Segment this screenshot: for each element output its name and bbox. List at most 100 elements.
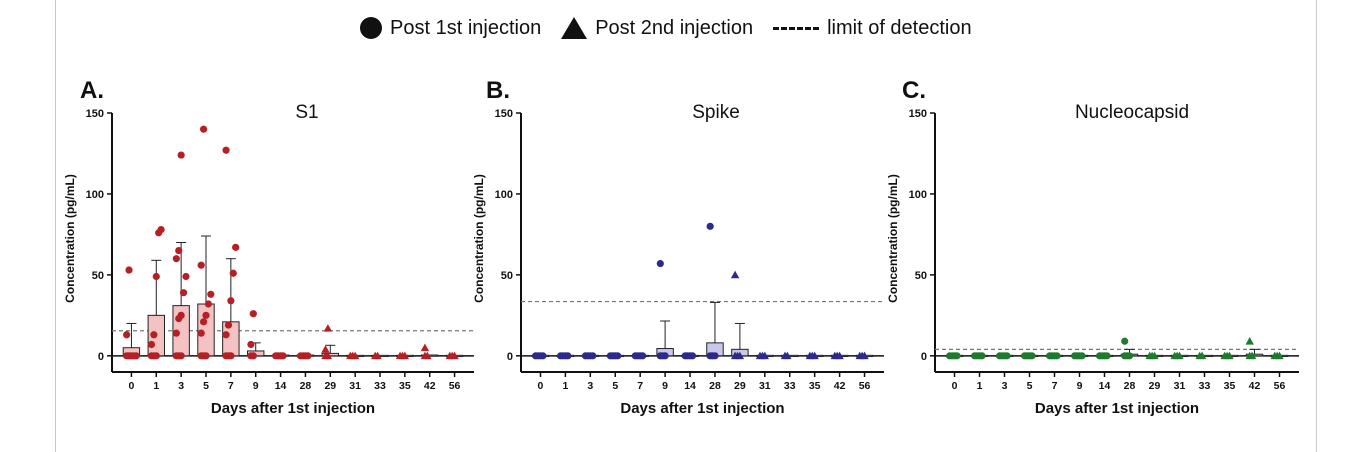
point-s1-day-3 bbox=[177, 151, 185, 159]
x-tick-label-spike-day-9: 9 bbox=[662, 380, 668, 392]
x-tick-label-s1-day-56: 56 bbox=[449, 380, 461, 392]
x-tick-label-spike-day-7: 7 bbox=[637, 380, 643, 392]
point-nucleocapsid-day-5 bbox=[1028, 352, 1036, 360]
y-tick-label-spike: 0 bbox=[507, 351, 513, 363]
point-spike-day-9 bbox=[661, 352, 669, 360]
point-s1-day-5 bbox=[197, 261, 205, 269]
point-spike-day-14 bbox=[688, 352, 697, 360]
point-spike-day-9 bbox=[656, 259, 664, 268]
y-tick-label-s1: 100 bbox=[86, 189, 104, 201]
point-spike-day-28 bbox=[706, 222, 714, 230]
chart-title-nucleocapsid: Nucleocapsid bbox=[1075, 102, 1189, 123]
x-tick-label-nucleocapsid-day-1: 1 bbox=[977, 380, 983, 392]
point-s1-day-29 bbox=[323, 351, 333, 360]
point-spike-day-0 bbox=[539, 352, 547, 360]
x-tick-label-spike-day-35: 35 bbox=[809, 380, 821, 392]
y-axis-label-s1: Concentration (pg/mL) bbox=[63, 174, 77, 303]
y-tick-label-s1: 50 bbox=[92, 270, 104, 282]
point-s1-day-5 bbox=[202, 311, 210, 319]
x-tick-label-s1-day-33: 33 bbox=[374, 380, 386, 392]
point-s1-day-9 bbox=[249, 310, 257, 318]
point-s1-day-0 bbox=[123, 331, 131, 339]
point-spike-day-29 bbox=[730, 270, 740, 279]
legend-dash-label: limit of detection bbox=[827, 16, 972, 39]
panel-label-spike: B. bbox=[486, 77, 510, 104]
point-s1-day-5 bbox=[204, 300, 212, 308]
point-s1-day-3 bbox=[172, 329, 180, 337]
point-nucleocapsid-day-31 bbox=[1175, 351, 1184, 360]
point-s1-day-5 bbox=[207, 290, 215, 298]
point-s1-day-7 bbox=[222, 331, 230, 339]
x-tick-label-nucleocapsid-day-5: 5 bbox=[1027, 380, 1033, 392]
point-s1-day-5 bbox=[200, 125, 208, 133]
point-spike-day-29 bbox=[735, 351, 745, 360]
x-tick-label-spike-day-28: 28 bbox=[709, 380, 721, 392]
x-tick-label-s1-day-42: 42 bbox=[424, 380, 436, 392]
x-tick-label-s1-day-5: 5 bbox=[203, 380, 209, 392]
y-tick-label-nucleocapsid: 0 bbox=[921, 351, 927, 363]
x-tick-label-spike-day-29: 29 bbox=[734, 380, 746, 392]
point-nucleocapsid-day-14 bbox=[1103, 352, 1111, 360]
x-tick-label-spike-day-31: 31 bbox=[759, 380, 771, 392]
legend-triangle-label: Post 2nd injection bbox=[595, 16, 754, 39]
point-nucleocapsid-day-7 bbox=[1053, 352, 1061, 360]
triangle-marker-icon bbox=[561, 17, 588, 39]
y-tick-label-spike: 100 bbox=[495, 189, 513, 201]
x-tick-label-spike-day-3: 3 bbox=[587, 380, 593, 392]
x-tick-label-s1-day-1: 1 bbox=[153, 380, 159, 392]
x-tick-label-nucleocapsid-day-56: 56 bbox=[1274, 380, 1286, 392]
legend-item-dash: limit of detection bbox=[773, 17, 972, 40]
y-axis-label-spike: Concentration (pg/mL) bbox=[472, 174, 486, 303]
point-nucleocapsid-day-28 bbox=[1125, 352, 1134, 360]
point-nucleocapsid-day-42 bbox=[1245, 337, 1254, 345]
panel-label-s1: A. bbox=[80, 77, 104, 104]
x-tick-label-s1-day-31: 31 bbox=[349, 380, 361, 392]
point-s1-day-29 bbox=[321, 345, 330, 353]
y-tick-label-s1: 150 bbox=[86, 108, 104, 120]
legend-item-circle: Post 1st injection bbox=[360, 17, 541, 40]
point-s1-day-28 bbox=[304, 352, 312, 360]
x-tick-label-s1-day-7: 7 bbox=[228, 380, 234, 392]
x-tick-label-nucleocapsid-day-3: 3 bbox=[1002, 380, 1008, 392]
x-tick-label-spike-day-33: 33 bbox=[784, 380, 796, 392]
x-axis-label-spike: Days after 1st injection bbox=[620, 400, 784, 417]
point-s1-day-0 bbox=[132, 352, 140, 360]
point-s1-day-35 bbox=[400, 351, 410, 360]
point-spike-day-35 bbox=[810, 351, 819, 360]
y-tick-label-s1: 0 bbox=[98, 351, 104, 363]
x-tick-label-s1-day-14: 14 bbox=[275, 380, 287, 392]
point-s1-day-33 bbox=[373, 351, 382, 360]
x-tick-label-s1-day-0: 0 bbox=[129, 380, 135, 392]
point-spike-day-56 bbox=[860, 351, 869, 360]
point-s1-day-5 bbox=[202, 352, 210, 360]
point-spike-day-3 bbox=[589, 352, 597, 360]
point-s1-day-7 bbox=[227, 297, 235, 305]
point-nucleocapsid-day-1 bbox=[978, 352, 986, 360]
x-tick-label-s1-day-28: 28 bbox=[300, 380, 312, 392]
y-tick-label-nucleocapsid: 50 bbox=[915, 270, 927, 282]
y-tick-label-spike: 50 bbox=[501, 270, 513, 282]
point-s1-day-7 bbox=[224, 321, 233, 329]
panel-label-nucleocapsid: C. bbox=[902, 77, 926, 104]
legend-circle-label: Post 1st injection bbox=[390, 16, 542, 39]
point-s1-day-29 bbox=[323, 324, 333, 332]
point-nucleocapsid-day-28 bbox=[1121, 337, 1129, 345]
point-s1-day-3 bbox=[175, 246, 183, 255]
point-s1-day-3 bbox=[177, 311, 185, 319]
point-spike-day-33 bbox=[783, 351, 792, 360]
point-nucleocapsid-day-35 bbox=[1225, 351, 1234, 360]
y-axis-label-nucleocapsid: Concentration (pg/mL) bbox=[886, 174, 900, 303]
point-s1-day-14 bbox=[279, 352, 287, 360]
x-tick-label-spike-day-42: 42 bbox=[834, 380, 846, 392]
y-tick-label-spike: 150 bbox=[495, 108, 513, 120]
point-s1-day-9 bbox=[249, 352, 257, 360]
y-tick-label-nucleocapsid: 100 bbox=[909, 189, 927, 201]
point-spike-day-1 bbox=[564, 352, 572, 360]
point-spike-day-7 bbox=[638, 352, 647, 360]
x-tick-label-s1-day-9: 9 bbox=[253, 380, 259, 392]
x-tick-label-s1-day-3: 3 bbox=[178, 380, 184, 392]
x-tick-label-nucleocapsid-day-42: 42 bbox=[1249, 380, 1261, 392]
x-tick-label-nucleocapsid-day-29: 29 bbox=[1149, 380, 1161, 392]
point-nucleocapsid-day-0 bbox=[953, 352, 961, 360]
frame-right-border bbox=[1316, 0, 1317, 452]
